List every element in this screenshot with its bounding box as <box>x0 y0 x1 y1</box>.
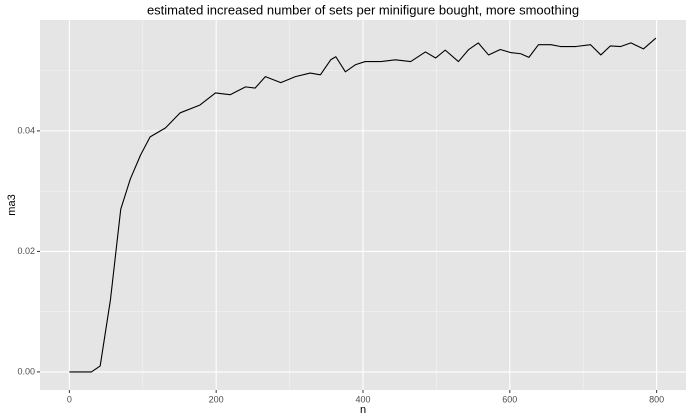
x-tick-label: 0 <box>67 394 72 404</box>
x-axis-title: n <box>360 404 366 416</box>
y-tick-label: 0.00 <box>17 366 35 376</box>
x-tick-label: 600 <box>502 394 517 404</box>
y-axis-title: ma3 <box>6 194 18 215</box>
grid <box>40 20 686 390</box>
x-tick-label: 800 <box>649 394 664 404</box>
chart-title: estimated increased number of sets per m… <box>147 2 579 17</box>
y-tick-label: 0.02 <box>17 246 35 256</box>
y-tick-label: 0.04 <box>17 125 35 135</box>
x-tick-label: 200 <box>209 394 224 404</box>
x-tick-label: 400 <box>355 394 370 404</box>
line <box>69 37 657 373</box>
